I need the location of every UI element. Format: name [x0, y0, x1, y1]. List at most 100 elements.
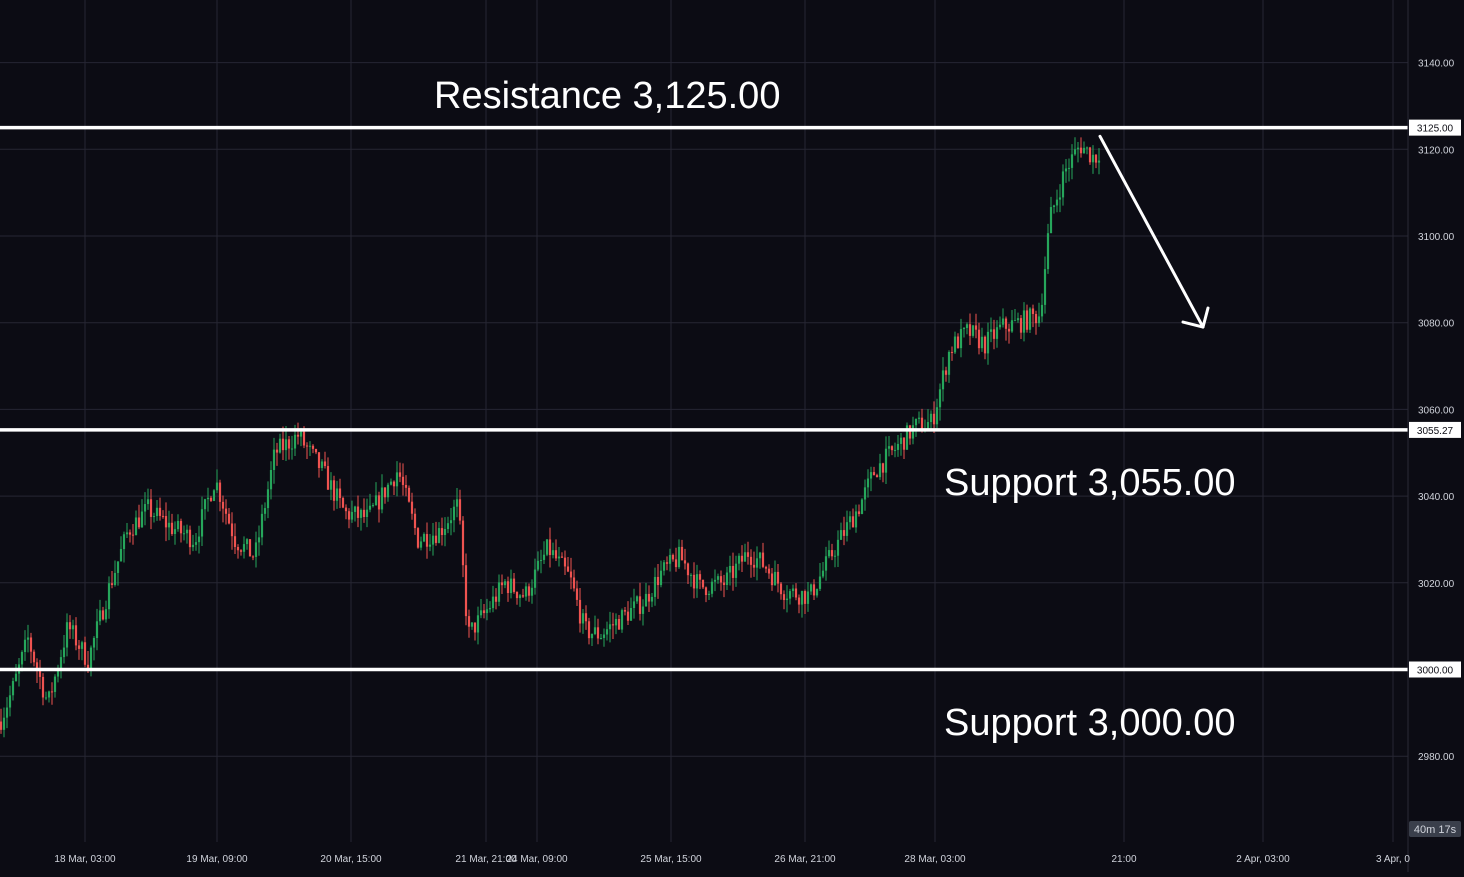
candle-body — [335, 488, 339, 501]
candle-body — [665, 562, 669, 564]
candle-body — [887, 446, 891, 449]
candle-body — [944, 370, 948, 375]
candle-body — [1001, 318, 1005, 325]
candle-body — [971, 325, 975, 336]
candle-body — [59, 657, 63, 670]
candle-body — [521, 595, 525, 597]
candle-body — [797, 597, 801, 605]
candle-body — [1058, 197, 1062, 200]
candle-body — [269, 469, 273, 490]
candle-body — [458, 499, 462, 521]
candle-body — [344, 507, 348, 512]
candle-body — [1076, 147, 1080, 150]
price-tick-label: 3140.00 — [1418, 59, 1455, 70]
candle-body — [422, 534, 426, 542]
candle-body — [29, 637, 33, 652]
candle-body — [737, 555, 741, 564]
candle-body — [1091, 154, 1095, 163]
level-lines — [0, 125, 1408, 672]
candle-body — [185, 529, 189, 534]
time-tick-label: 25 Mar, 15:00 — [640, 854, 702, 865]
candle-body — [683, 560, 687, 564]
candle-body — [464, 565, 468, 617]
candle-body — [2, 717, 6, 730]
time-tick-label: 21:00 — [1111, 854, 1136, 865]
candle-body — [881, 463, 885, 473]
candle-body — [215, 482, 219, 491]
candle-body — [95, 621, 99, 639]
candle-body — [656, 576, 660, 586]
candle-body — [827, 550, 831, 557]
candle-body — [911, 425, 915, 439]
candle-body — [383, 487, 387, 498]
candle-body — [932, 413, 936, 425]
candle-body — [773, 571, 777, 586]
candle-body — [800, 591, 804, 605]
candle-body — [767, 568, 771, 574]
candle-body — [968, 324, 972, 336]
candle-body — [488, 608, 492, 610]
candle-body — [371, 505, 375, 507]
candle-body — [815, 588, 819, 596]
candle-body — [365, 509, 369, 518]
candle-body — [122, 534, 126, 550]
candle-body — [266, 489, 270, 509]
candle-body — [467, 616, 471, 627]
candle-body — [725, 572, 729, 585]
candle-body — [23, 639, 27, 652]
candle-body — [62, 647, 66, 658]
candle-body — [434, 535, 438, 543]
candle-body — [8, 695, 12, 708]
candle-body — [275, 449, 279, 453]
candle-body — [692, 574, 696, 589]
countdown-label: 40m 17s — [1414, 824, 1457, 836]
candle-body — [161, 515, 165, 517]
candle-body — [845, 522, 849, 536]
candle-body — [494, 596, 498, 602]
candle-body — [1064, 168, 1068, 172]
candle-body — [449, 520, 453, 524]
candle-body — [641, 606, 645, 614]
candle-body — [920, 417, 924, 432]
candle-body — [209, 497, 213, 501]
candle-body — [290, 448, 294, 450]
candle-body — [1085, 147, 1089, 149]
time-axis: 18 Mar, 03:00 19 Mar, 09:00 20 Mar, 15:00 2… — [54, 854, 1410, 865]
candle-body — [578, 599, 582, 624]
candle-body — [1007, 328, 1011, 332]
candle-body — [872, 472, 876, 476]
support-lower-price-badge — [1409, 661, 1461, 678]
candle-body — [227, 513, 231, 524]
grid-lines — [0, 0, 1408, 842]
candle-body — [614, 618, 618, 626]
candle-body — [254, 542, 258, 557]
candle-body — [47, 691, 51, 698]
candle-body — [1046, 233, 1050, 270]
time-tick-label: 18 Mar, 03:00 — [54, 854, 116, 865]
candle-body — [260, 513, 264, 538]
candle-body — [533, 569, 537, 588]
candle-body — [491, 596, 495, 609]
candle-body — [902, 437, 906, 450]
candle-body — [500, 582, 504, 586]
candle-body — [524, 586, 528, 597]
candle-body — [1052, 205, 1056, 208]
candle-body — [554, 550, 558, 559]
candle-body — [869, 472, 873, 479]
support-lower-price-badge-label: 3000.00 — [1417, 666, 1454, 677]
projection-arrow — [1098, 134, 1210, 329]
candle-body — [833, 555, 837, 557]
candle-body — [200, 509, 204, 537]
candle-body — [788, 591, 792, 599]
candle-body — [356, 506, 360, 518]
candle-body — [323, 461, 327, 467]
candle-body — [308, 445, 312, 447]
candle-body — [752, 564, 756, 568]
projection-arrow-shaft[interactable] — [1098, 134, 1205, 329]
candle-body — [332, 480, 336, 501]
candle-body — [644, 593, 648, 607]
candle-body — [350, 511, 354, 520]
price-axis: 3140.00 3120.00 3100.00 3080.00 3060.00 3040.… — [1407, 0, 1464, 872]
candle-body — [635, 596, 639, 602]
